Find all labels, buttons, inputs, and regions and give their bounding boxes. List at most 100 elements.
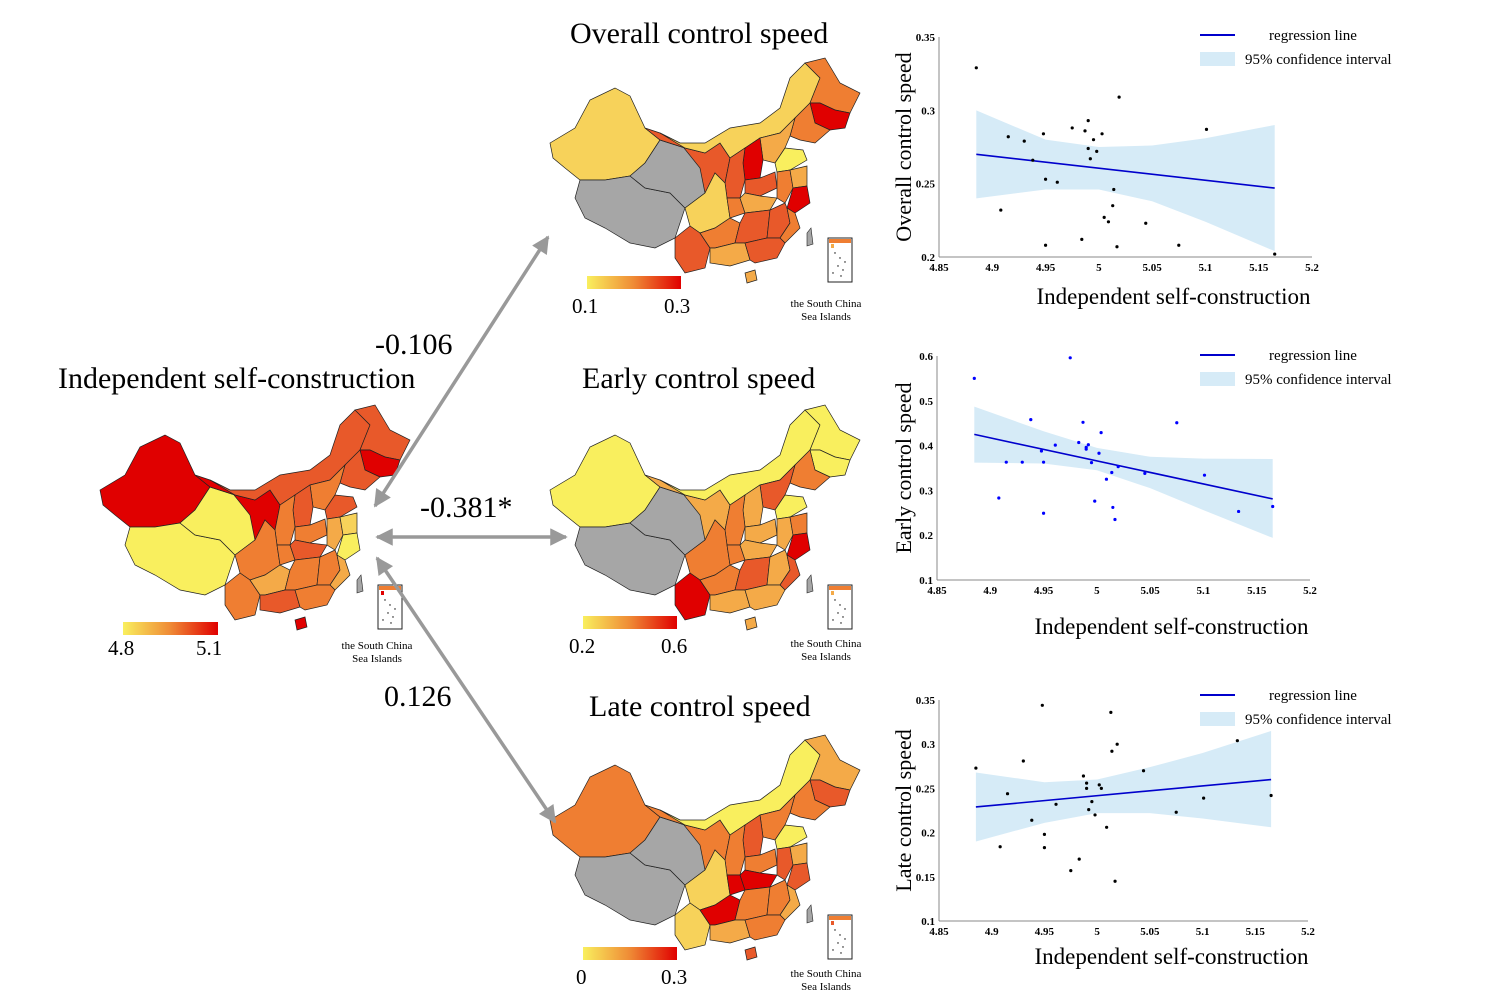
data-point <box>1177 243 1181 247</box>
inset-label-early: the South China Sea Islands <box>790 638 862 663</box>
x-tick-label: 5.2 <box>1305 262 1319 274</box>
x-tick-label: 5.05 <box>1140 926 1160 938</box>
data-point <box>1102 215 1106 219</box>
data-point <box>1081 420 1085 424</box>
y-tick-label: 0.35 <box>916 695 936 707</box>
x-tick-label: 5.1 <box>1199 262 1213 274</box>
china-map-overall <box>549 57 861 284</box>
x-tick-label: 4.9 <box>983 585 997 597</box>
province-guangdong <box>294 584 336 611</box>
x-tick-label: 5.1 <box>1197 585 1211 597</box>
data-point <box>1204 127 1209 131</box>
legend-regression-label: regression line <box>1269 28 1357 44</box>
colorbar-max-overall: 0.3 <box>664 294 691 318</box>
legend-regression-label: regression line <box>1269 348 1357 364</box>
province-hebei <box>309 463 346 511</box>
x-axis-label: Independent self-construction <box>1037 284 1311 309</box>
data-point <box>1030 818 1034 822</box>
province-hebei <box>759 793 796 841</box>
colorbar-min-early: 0.2 <box>569 634 596 658</box>
colorbar-max-source: 5.1 <box>196 636 223 660</box>
data-point <box>1085 786 1089 790</box>
coef-late: 0.126 <box>384 680 452 713</box>
province-liaoning <box>789 449 831 491</box>
data-point <box>997 496 1001 500</box>
legend: regression line 95% confidence interval <box>1200 348 1392 388</box>
source-title: Independent self-construction <box>58 362 416 395</box>
province-hainan <box>744 616 758 631</box>
data-point <box>1053 443 1057 447</box>
colorbar-overall <box>587 276 681 289</box>
province-liaoning <box>789 779 831 821</box>
data-point <box>1117 95 1121 99</box>
data-point <box>1083 129 1087 133</box>
province-hainan <box>744 946 758 961</box>
x-tick-label: 4.9 <box>985 926 999 938</box>
china-map-late <box>549 734 861 961</box>
x-tick-label: 4.85 <box>927 585 947 597</box>
province-yunnan <box>674 225 711 274</box>
legend-ci-label: 95% confidence interval <box>1245 52 1392 68</box>
coef-early: -0.381* <box>420 491 513 524</box>
x-tick-label: 5 <box>1096 262 1102 274</box>
data-point <box>974 66 978 70</box>
data-point <box>1202 796 1206 800</box>
x-tick-label: 5.2 <box>1303 585 1317 597</box>
legend-ci-swatch <box>1200 372 1235 386</box>
data-point <box>1022 139 1026 143</box>
south-china-sea-inset <box>827 584 853 630</box>
y-axis-label: Late control speed <box>891 729 916 892</box>
colorbar-min-overall: 0.1 <box>572 294 599 318</box>
colorbar-max-early: 0.6 <box>661 634 688 658</box>
late-title: Late control speed <box>589 690 811 723</box>
y-tick-label: 0.3 <box>921 739 935 751</box>
data-point <box>1109 710 1113 714</box>
data-point <box>1005 792 1010 796</box>
data-point <box>1235 739 1239 743</box>
province-taiwan <box>356 574 364 594</box>
data-point <box>1115 245 1119 249</box>
data-point <box>1111 505 1115 510</box>
regression-line <box>974 433 1273 500</box>
legend-ci-swatch <box>1200 712 1235 726</box>
x-tick-label: 5 <box>1094 585 1100 597</box>
data-point <box>1068 356 1072 360</box>
data-point <box>1097 451 1101 455</box>
x-tick-label: 5.1 <box>1196 926 1210 938</box>
y-tick-label: 0.5 <box>919 396 933 408</box>
data-point <box>1110 470 1114 475</box>
data-point <box>1113 517 1117 522</box>
province-liaoning <box>339 449 381 491</box>
regression-line <box>976 153 1275 189</box>
data-point <box>1086 146 1090 151</box>
y-tick-label: 0.25 <box>916 783 936 795</box>
data-point <box>998 845 1002 849</box>
x-tick-label: 4.95 <box>1036 262 1056 274</box>
data-point <box>972 376 976 380</box>
data-point <box>1100 132 1104 136</box>
data-point <box>1175 421 1179 425</box>
x-tick-label: 4.9 <box>985 262 999 274</box>
colorbar-min-source: 4.8 <box>108 636 135 660</box>
data-point <box>1043 243 1048 247</box>
data-point <box>999 208 1003 212</box>
data-point <box>1077 440 1081 445</box>
y-tick-label: 0.4 <box>919 441 933 453</box>
inset-label-late: the South China Sea Islands <box>790 968 862 993</box>
data-point <box>1006 135 1010 139</box>
x-tick-label: 5.05 <box>1143 262 1163 274</box>
legend: regression line 95% confidence interval <box>1200 688 1392 728</box>
province-taiwan <box>806 574 814 594</box>
province-hebei <box>759 116 796 164</box>
data-point <box>1091 138 1096 142</box>
data-point <box>1144 221 1148 225</box>
data-point <box>1110 749 1114 753</box>
y-tick-label: 0.25 <box>916 179 936 191</box>
data-point <box>1041 132 1046 136</box>
data-point <box>1081 774 1086 778</box>
coef-overall: -0.106 <box>375 328 453 361</box>
x-tick-label: 4.95 <box>1034 585 1054 597</box>
data-point <box>1029 418 1033 422</box>
data-point <box>1116 465 1120 469</box>
